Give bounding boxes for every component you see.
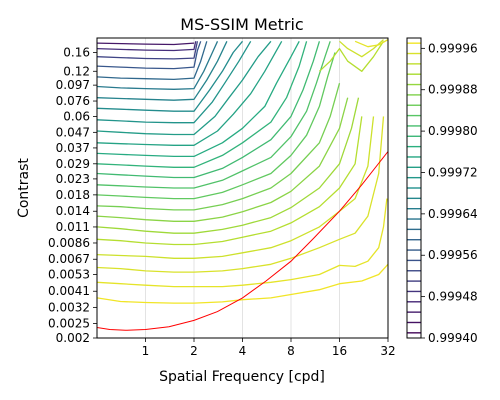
x-tick-label: 8 — [287, 344, 295, 358]
y-tick-label: 0.06 — [63, 109, 90, 123]
y-tick-label: 0.0086 — [48, 236, 90, 250]
colorbar-tick-label: 0.99996 — [428, 41, 478, 55]
y-axis-label: Contrast — [16, 158, 32, 218]
contour-line-2 — [97, 116, 385, 273]
contour-line-17 — [97, 41, 228, 101]
x-axis: 1 2 4 8 16 32 — [142, 338, 396, 358]
colorbar-tick-label: 0.99948 — [428, 290, 478, 304]
contour-line-11 — [97, 41, 308, 168]
colorbar-tick-label: 0.99980 — [428, 124, 478, 138]
contour-line-1 — [97, 198, 388, 288]
x-tick-label: 2 — [190, 344, 198, 358]
contour-line-13 — [97, 40, 283, 146]
colorbar-tick-label: 0.99956 — [428, 248, 478, 262]
y-tick-label: 0.029 — [56, 157, 90, 171]
contour-line-16 — [97, 40, 244, 112]
y-tick-label: 0.0025 — [48, 316, 90, 330]
contour-line-3 — [97, 116, 375, 259]
y-tick-label: 0.023 — [56, 172, 90, 186]
contour-line-0 — [97, 263, 388, 304]
contour-line-10 — [97, 41, 321, 179]
contour-line-5 — [97, 97, 360, 234]
y-tick-label: 0.014 — [56, 204, 90, 218]
contour-line-20 — [97, 41, 202, 70]
colorbar-tick-label: 0.99940 — [428, 331, 478, 345]
contour-line-15 — [97, 40, 252, 124]
y-tick-label: 0.047 — [56, 125, 90, 139]
contour-line-7 — [97, 83, 341, 211]
contour-line-9 — [97, 41, 331, 189]
contour-lines — [97, 39, 388, 304]
contour-line-14 — [97, 40, 272, 136]
y-tick-label: 0.011 — [56, 220, 90, 234]
threshold-curve — [97, 151, 388, 331]
x-axis-label: Spatial Frequency [cpd] — [159, 369, 325, 385]
threshold-line — [97, 151, 388, 331]
y-tick-label: 0.0067 — [48, 252, 90, 266]
contour-line-26 — [354, 39, 388, 48]
contour-line-8 — [97, 52, 336, 200]
y-tick-label: 0.002 — [56, 331, 90, 345]
contour-line-4 — [97, 116, 363, 246]
y-tick-label: 0.0053 — [48, 268, 90, 282]
y-tick-label: 0.076 — [56, 94, 90, 108]
contour-line-19 — [97, 41, 208, 81]
y-tick-label: 0.16 — [63, 46, 90, 60]
y-tick-label: 0.12 — [63, 64, 90, 78]
contour-line-22 — [97, 41, 197, 52]
colorbar-tick-label: 0.99988 — [428, 83, 478, 97]
colorbar-tick-label: 0.99972 — [428, 165, 478, 179]
contour-line-6 — [97, 97, 349, 222]
x-tick-label: 32 — [380, 344, 395, 358]
y-tick-label: 0.0041 — [48, 284, 90, 298]
colorbar: 0.99940 0.99948 0.99956 0.99964 0.99972 0.999… — [406, 37, 478, 345]
y-tick-label: 0.097 — [56, 78, 90, 92]
colorbar-tick-label: 0.99964 — [428, 207, 478, 221]
x-tick-label: 16 — [332, 344, 347, 358]
y-tick-label: 0.018 — [56, 188, 90, 202]
contour-line-18 — [97, 41, 219, 90]
contour-line-21 — [97, 41, 199, 60]
y-tick-label: 0.0032 — [48, 300, 90, 314]
x-tick-label: 4 — [239, 344, 247, 358]
y-tick-label: 0.037 — [56, 141, 90, 155]
chart-title: MS-SSIM Metric — [180, 15, 303, 34]
x-tick-label: 1 — [142, 344, 150, 358]
contour-line-24 — [318, 40, 385, 72]
contour-line-12 — [97, 40, 300, 158]
colorbar-frame — [406, 37, 422, 339]
contour-line-23 — [97, 42, 195, 46]
